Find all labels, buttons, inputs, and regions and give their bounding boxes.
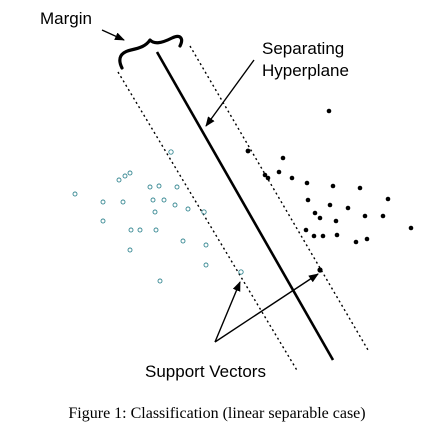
filled-point — [304, 228, 309, 233]
separating-hyperplane-label-line1: Separating — [262, 39, 344, 58]
support-vectors-label: Support Vectors — [145, 362, 266, 381]
open-points — [73, 150, 243, 283]
filled-point — [409, 226, 414, 231]
filled-point — [327, 109, 332, 114]
open-point — [202, 210, 206, 214]
filled-point — [346, 206, 351, 211]
separating-hyperplane — [157, 52, 333, 360]
open-point — [181, 239, 185, 243]
open-point — [148, 185, 152, 189]
filled-point — [328, 203, 333, 208]
filled-point — [363, 214, 368, 219]
open-point — [153, 210, 157, 214]
open-point — [239, 270, 243, 274]
filled-point — [365, 237, 370, 242]
margin-label: Margin — [40, 9, 92, 28]
open-point — [158, 279, 162, 283]
figure-caption: Figure 1: Classification (linear separab… — [68, 405, 365, 422]
open-point — [154, 228, 158, 232]
hyperplane-pointer-arrow — [206, 60, 254, 126]
open-point — [73, 192, 77, 196]
filled-points — [246, 109, 414, 273]
filled-point — [386, 197, 391, 202]
open-point — [151, 198, 155, 202]
margin-arrow — [102, 30, 124, 40]
filled-point — [281, 156, 286, 161]
filled-point — [354, 240, 359, 245]
filled-point — [331, 184, 336, 189]
open-point — [138, 228, 142, 232]
open-point — [173, 203, 177, 207]
filled-point — [312, 234, 317, 239]
open-point — [101, 219, 105, 223]
filled-point — [305, 181, 310, 186]
open-point — [101, 200, 105, 204]
filled-point — [266, 176, 271, 181]
open-point — [128, 248, 132, 252]
filled-point — [334, 219, 339, 224]
open-point — [128, 171, 132, 175]
filled-point — [381, 214, 386, 219]
filled-point — [277, 170, 282, 175]
margin-boundary-right — [190, 46, 368, 350]
filled-point — [313, 211, 318, 216]
open-point — [123, 174, 127, 178]
filled-point — [306, 198, 311, 203]
open-point — [186, 207, 190, 211]
open-point — [175, 185, 179, 189]
open-point — [204, 263, 208, 267]
open-point — [157, 184, 161, 188]
separating-hyperplane-label-line2: Hyperplane — [262, 61, 349, 80]
filled-point — [290, 176, 295, 181]
filled-point — [358, 186, 363, 191]
margin-boundary-left — [118, 72, 298, 372]
margin-brace — [120, 36, 182, 68]
filled-point — [335, 233, 340, 238]
filled-point — [317, 267, 322, 272]
open-point — [121, 200, 125, 204]
open-point — [162, 198, 166, 202]
filled-point — [246, 149, 251, 154]
open-point — [129, 228, 133, 232]
filled-point — [318, 216, 323, 221]
filled-point — [321, 234, 326, 239]
open-point — [204, 243, 208, 247]
open-point — [117, 178, 121, 182]
open-point — [169, 150, 173, 154]
